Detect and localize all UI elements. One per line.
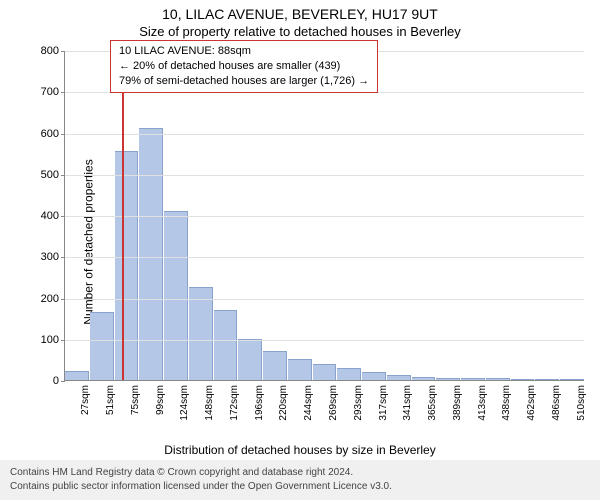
x-tick-label: 27sqm <box>80 385 91 415</box>
histogram-bar <box>362 372 386 380</box>
x-tick-label: 269sqm <box>328 385 339 421</box>
histogram-bar <box>436 378 460 380</box>
x-tick-label: 486sqm <box>551 385 562 421</box>
gridline <box>65 134 584 135</box>
x-ticks: 27sqm 51sqm 75sqm 99sqm 124sqm 148sqm 172sqm 19… <box>64 383 584 433</box>
x-tick-label: 293sqm <box>353 385 364 421</box>
x-tick-label: 462sqm <box>526 385 537 421</box>
histogram-bar <box>560 379 584 380</box>
annotation-line3: 79% of semi-detached houses are larger (… <box>119 74 369 89</box>
annotation-box: 10 LILAC AVENUE: 88sqm ← 20% of detached… <box>110 40 378 93</box>
histogram-bar <box>263 351 287 380</box>
x-tick-label: 75sqm <box>130 385 141 415</box>
x-tick-label: 365sqm <box>427 385 438 421</box>
annotation-line1: 10 LILAC AVENUE: 88sqm <box>119 44 369 59</box>
x-tick-label: 389sqm <box>452 385 463 421</box>
y-tick-label: 700 <box>41 86 65 98</box>
plot-region: 0100200300400500600700800 <box>64 51 584 381</box>
histogram-bar <box>214 310 238 380</box>
gridline <box>65 299 584 300</box>
x-tick-label: 220sqm <box>278 385 289 421</box>
histogram-bar <box>288 359 312 380</box>
footer-line1: Contains HM Land Registry data © Crown c… <box>10 466 590 480</box>
histogram-bar <box>189 287 213 380</box>
x-tick-label: 196sqm <box>254 385 265 421</box>
histogram-bar <box>164 211 188 380</box>
x-axis-label: Distribution of detached houses by size … <box>0 441 600 457</box>
gridline <box>65 175 584 176</box>
gridline <box>65 340 584 341</box>
x-tick-label: 317sqm <box>378 385 389 421</box>
histogram-bar <box>511 379 535 380</box>
gridline <box>65 257 584 258</box>
marker-line <box>122 51 124 380</box>
x-tick-label: 510sqm <box>576 385 587 421</box>
histogram-bar <box>461 378 485 380</box>
footer-line2: Contains public sector information licen… <box>10 480 590 494</box>
x-tick-label: 341sqm <box>402 385 413 421</box>
x-tick-label: 99sqm <box>155 385 166 415</box>
x-tick-label: 244sqm <box>303 385 314 421</box>
histogram-bar <box>486 378 510 380</box>
histogram-bar <box>337 368 361 380</box>
histogram-bar <box>90 312 114 380</box>
gridline <box>65 216 584 217</box>
y-tick-label: 200 <box>41 293 65 305</box>
x-tick-label: 148sqm <box>204 385 215 421</box>
x-tick-label: 413sqm <box>477 385 488 421</box>
title-line1: 10, LILAC AVENUE, BEVERLEY, HU17 9UT <box>0 0 600 22</box>
histogram-bar <box>535 379 559 380</box>
histogram-bar <box>412 377 436 380</box>
histogram-bar <box>139 128 163 380</box>
y-tick-label: 600 <box>41 128 65 140</box>
histogram-bar <box>313 364 337 381</box>
y-tick-label: 400 <box>41 210 65 222</box>
y-tick-label: 800 <box>41 45 65 57</box>
y-tick-label: 300 <box>41 251 65 263</box>
y-tick-label: 100 <box>41 334 65 346</box>
histogram-bar <box>65 371 89 380</box>
y-tick-label: 500 <box>41 169 65 181</box>
histogram-bar <box>387 375 411 380</box>
histogram-bar <box>238 339 262 380</box>
footer: Contains HM Land Registry data © Crown c… <box>0 460 600 500</box>
x-tick-label: 124sqm <box>179 385 190 421</box>
x-tick-label: 51sqm <box>105 385 116 415</box>
x-tick-label: 438sqm <box>501 385 512 421</box>
histogram-bar <box>115 151 139 380</box>
x-tick-label: 172sqm <box>229 385 240 421</box>
annotation-line2: ← 20% of detached houses are smaller (43… <box>119 59 369 74</box>
chart-area: Number of detached properties 0100200300… <box>0 43 600 441</box>
